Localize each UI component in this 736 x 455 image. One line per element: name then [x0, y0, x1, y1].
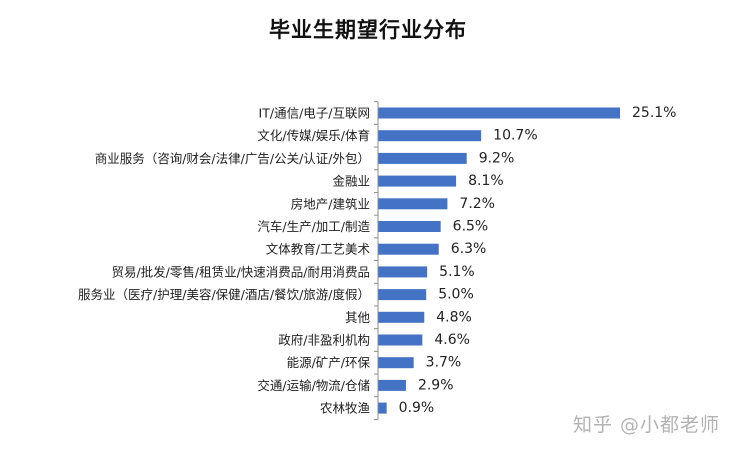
category-label: 商业服务（咨询/财会/法律/广告/公关/认证/外包）: [95, 151, 370, 166]
value-label: 25.1%: [632, 105, 676, 121]
category-label: 文体教育/工艺美术: [266, 242, 371, 257]
value-label: 8.1%: [468, 173, 504, 189]
category-label: IT/通信/电子/互联网: [259, 106, 370, 121]
bar: [378, 152, 467, 164]
bar: [378, 311, 425, 323]
bar: [378, 402, 387, 414]
value-label: 4.8%: [436, 309, 472, 325]
category-label: 其他: [345, 310, 371, 325]
bar: [378, 334, 423, 346]
bar: [378, 266, 428, 278]
category-label: 文化/传媒/娱乐/体育: [257, 128, 370, 143]
category-label: 服务业（医疗/护理/美容/保健/酒店/餐饮/旅游/度假）: [78, 287, 370, 302]
value-label: 2.9%: [418, 377, 454, 393]
chart-title: 毕业生期望行业分布: [269, 18, 467, 42]
category-label: 农林牧渔: [320, 401, 370, 416]
category-label: 交通/运输/物流/仓储: [257, 378, 370, 393]
bar: [378, 243, 439, 255]
value-label: 9.2%: [479, 150, 515, 166]
category-label: 汽车/生产/加工/制造: [257, 219, 370, 234]
bar: [378, 175, 457, 187]
value-label: 7.2%: [459, 196, 495, 212]
value-label: 6.3%: [451, 241, 487, 257]
bar: [378, 379, 406, 391]
bar: [378, 198, 448, 210]
category-label: 房地产/建筑业: [291, 196, 370, 211]
value-label: 6.5%: [453, 219, 489, 235]
value-label: 4.6%: [434, 332, 470, 348]
category-label: 能源/矿产/环保: [287, 355, 371, 370]
bar: [378, 357, 414, 369]
category-label: 金融业: [332, 174, 370, 189]
value-label: 5.0%: [438, 287, 474, 303]
bar: [378, 107, 620, 119]
value-label: 3.7%: [426, 355, 462, 371]
bar: [378, 221, 441, 232]
value-label: 5.1%: [439, 264, 475, 280]
value-label: 10.7%: [493, 128, 537, 144]
bar: [378, 130, 482, 142]
category-label: 贸易/批发/零售/租赁业/快速消费品/耐用消费品: [111, 264, 370, 279]
value-label: 0.9%: [399, 400, 435, 416]
bar: [378, 289, 427, 301]
watermark-text: 知乎 @小都老师: [572, 414, 720, 436]
category-label: 政府/非盈利机构: [278, 333, 370, 348]
